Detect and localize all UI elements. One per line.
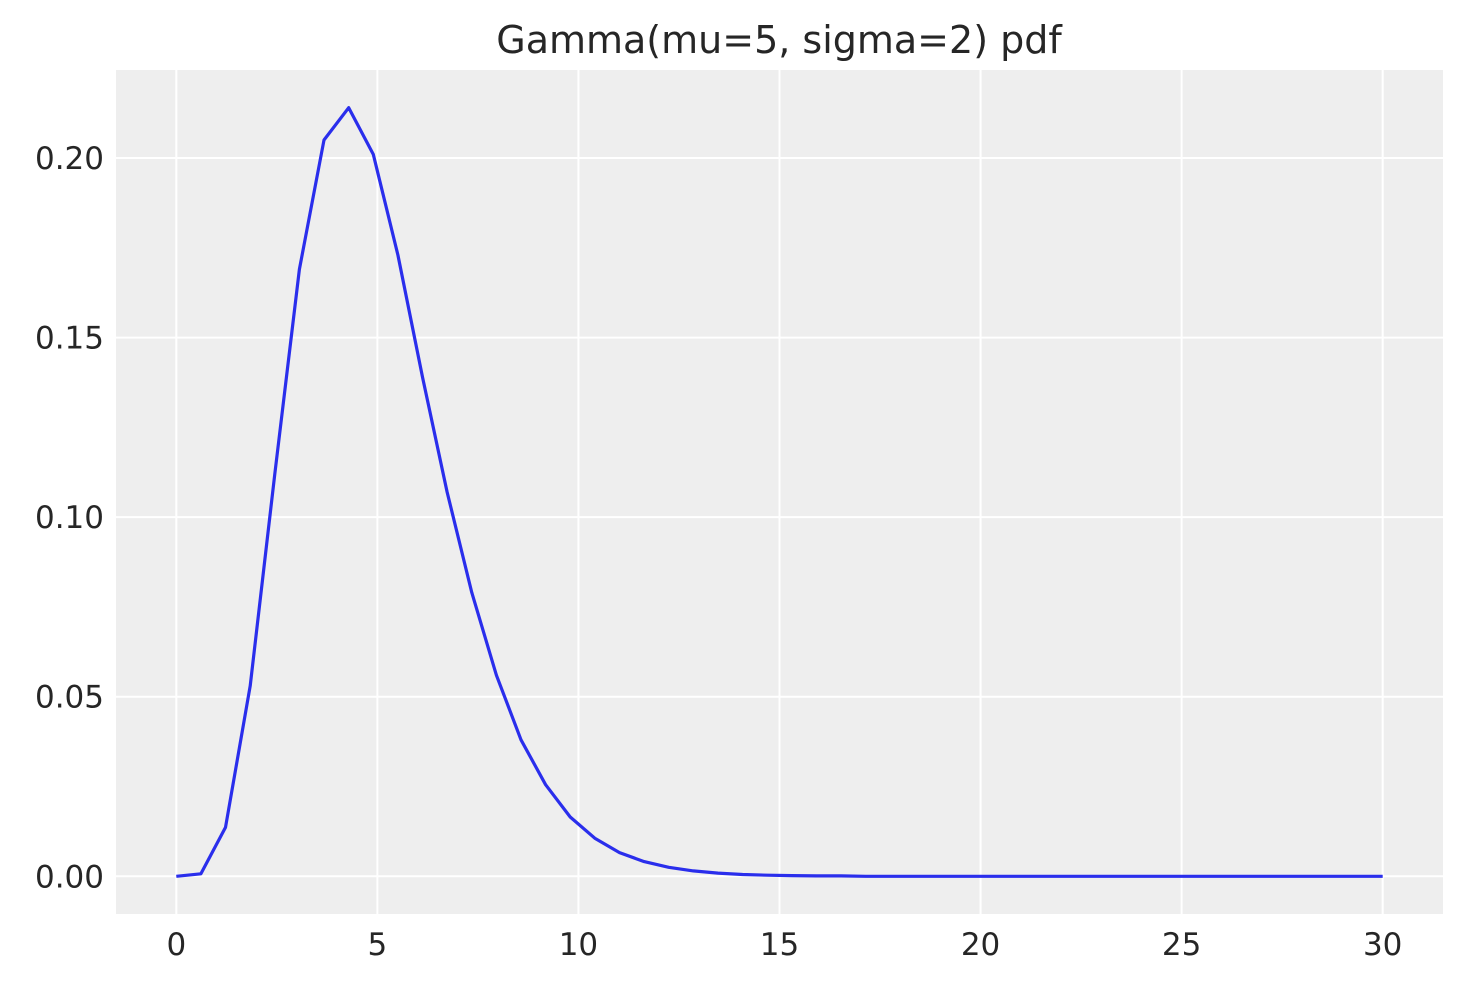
x-tick-label: 25 xyxy=(1162,927,1201,963)
series-line-0 xyxy=(176,106,1383,878)
x-tick-label: 0 xyxy=(166,927,186,963)
y-tick-label: 0.15 xyxy=(35,321,104,357)
chart-title: Gamma(mu=5, sigma=2) pdf xyxy=(496,18,1063,62)
x-tick-label: 20 xyxy=(961,927,1000,963)
y-tick-label: 0.10 xyxy=(35,500,104,536)
x-tick-label: 30 xyxy=(1363,927,1402,963)
y-axis-tick-labels: 0.00 0.05 0.10 0.15 0.20 xyxy=(35,141,104,895)
y-tick-label: 0.20 xyxy=(35,141,104,177)
series-layer xyxy=(176,106,1383,878)
x-tick-label: 5 xyxy=(368,927,388,963)
y-tick-label: 0.00 xyxy=(35,859,104,895)
y-tick-label: 0.05 xyxy=(35,680,104,716)
x-axis-tick-labels: 0 5 10 15 20 25 30 xyxy=(166,927,1402,963)
x-tick-label: 10 xyxy=(559,927,598,963)
grid-lines xyxy=(116,70,1443,914)
x-tick-label: 15 xyxy=(760,927,799,963)
